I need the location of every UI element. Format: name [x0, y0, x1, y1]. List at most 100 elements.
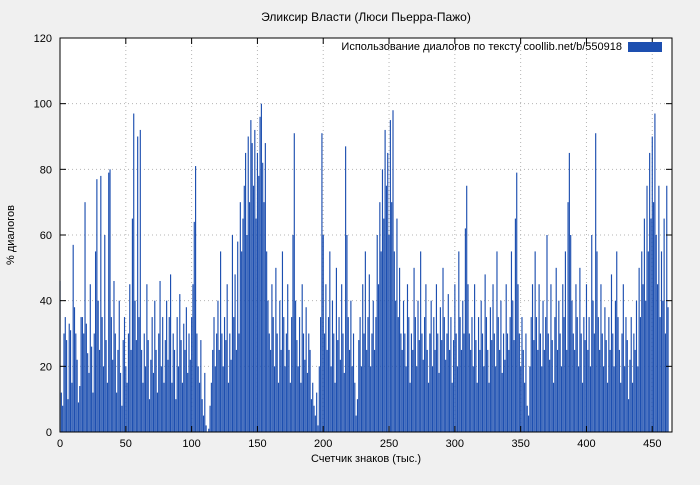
- bar: [330, 366, 332, 432]
- bar: [356, 399, 359, 432]
- bar: [608, 317, 610, 432]
- bar: [520, 366, 522, 432]
- bar: [173, 349, 176, 432]
- bar: [583, 317, 585, 432]
- x-axis-label: Счетчик знаков (тыс.): [311, 453, 421, 465]
- bar: [397, 317, 399, 432]
- bar: [191, 317, 193, 432]
- bar: [549, 359, 551, 432]
- bar: [572, 333, 574, 432]
- bar: [327, 317, 330, 432]
- bar: [574, 349, 576, 432]
- bar: [119, 372, 122, 432]
- bar: [395, 300, 397, 432]
- bar: [212, 349, 214, 432]
- bar: [262, 162, 264, 432]
- bar: [381, 169, 384, 432]
- bar: [316, 392, 318, 432]
- bar: [198, 382, 201, 432]
- bar: [237, 241, 239, 432]
- bar: [476, 382, 478, 432]
- bar: [477, 317, 480, 432]
- bar: [226, 284, 228, 432]
- bar: [81, 317, 83, 432]
- bar: [134, 300, 136, 432]
- bar: [637, 366, 639, 432]
- bar: [421, 333, 423, 432]
- bar: [368, 274, 370, 432]
- bar: [306, 372, 309, 432]
- bar: [139, 129, 141, 432]
- bar: [150, 359, 152, 432]
- bar: [64, 317, 66, 432]
- bar: [152, 372, 155, 432]
- bar: [151, 317, 153, 432]
- x-tick-label: 450: [643, 438, 661, 450]
- bar: [98, 349, 101, 432]
- bar: [385, 185, 387, 432]
- bar: [272, 317, 274, 432]
- bar: [339, 359, 341, 432]
- bar: [197, 366, 199, 432]
- bar: [243, 185, 245, 432]
- bar: [475, 340, 477, 432]
- bar: [479, 349, 481, 432]
- bar: [250, 120, 252, 432]
- x-tick-label: 200: [314, 438, 332, 450]
- bar: [164, 340, 166, 432]
- bar: [156, 392, 158, 432]
- bar: [172, 333, 174, 432]
- bar: [126, 382, 128, 432]
- bar: [63, 333, 65, 432]
- bar: [662, 300, 664, 432]
- bar: [267, 300, 269, 432]
- bar: [310, 399, 312, 432]
- bar: [424, 317, 426, 432]
- bar: [538, 284, 540, 432]
- bar: [116, 392, 118, 432]
- bar: [599, 349, 601, 432]
- bar: [430, 300, 432, 432]
- bar: [338, 317, 340, 432]
- bar: [388, 235, 390, 432]
- bar: [614, 300, 617, 432]
- bar: [102, 366, 105, 432]
- bar: [270, 349, 272, 432]
- bar: [628, 399, 630, 432]
- bar: [491, 340, 493, 432]
- bar: [487, 349, 489, 432]
- x-tick-label: 350: [511, 438, 529, 450]
- bar: [167, 359, 169, 432]
- bar: [616, 251, 618, 432]
- bar: [347, 317, 349, 432]
- bar: [618, 349, 620, 432]
- bar: [223, 317, 226, 432]
- bar: [634, 349, 636, 432]
- bar: [443, 317, 445, 432]
- bar: [260, 103, 262, 433]
- bar: [541, 366, 543, 432]
- bar: [263, 202, 265, 432]
- bar: [512, 300, 514, 432]
- bar: [247, 136, 249, 432]
- bar: [435, 284, 438, 432]
- bar: [568, 152, 570, 433]
- bar: [73, 307, 76, 432]
- bar: [467, 284, 469, 432]
- bar: [588, 317, 590, 432]
- bar: [450, 317, 452, 432]
- bar: [466, 185, 468, 432]
- ticks: 0 20 40 60 80 100 120 0 50 100 150 200 250 300 350 400 4…: [34, 33, 672, 450]
- bar: [414, 317, 416, 432]
- bar: [277, 382, 280, 432]
- bar: [87, 353, 89, 432]
- bar: [177, 366, 180, 432]
- bar: [431, 366, 434, 432]
- bar: [117, 349, 119, 432]
- y-tick-label: 0: [46, 427, 52, 439]
- bar: [68, 323, 70, 432]
- bar: [504, 359, 506, 432]
- bar: [201, 399, 203, 432]
- bar: [500, 300, 502, 432]
